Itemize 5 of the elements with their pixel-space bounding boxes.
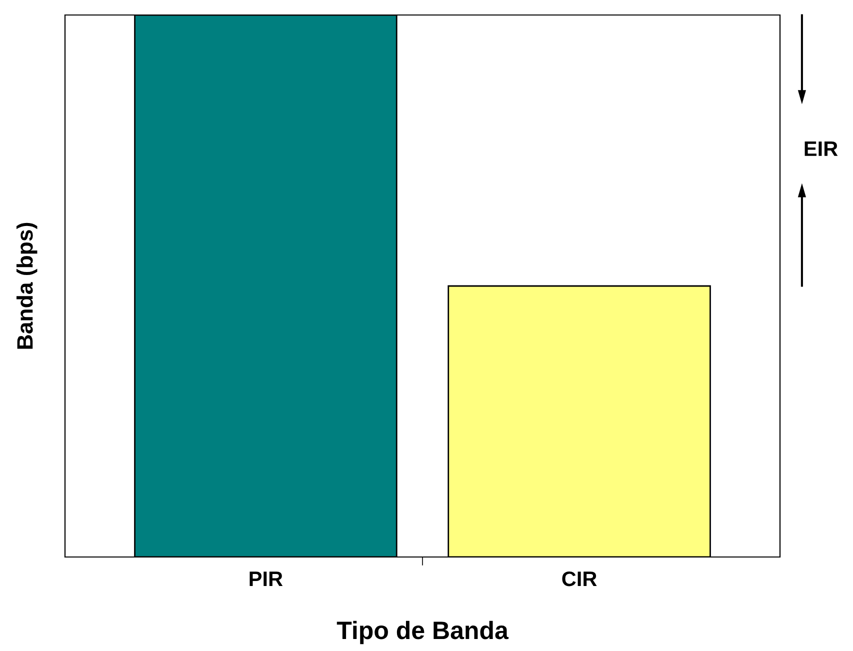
text: EIR bbox=[804, 142, 838, 156]
x-tick-label: PIR bbox=[250, 572, 283, 586]
y-axis-title: Banda (bps) bbox=[16, 222, 38, 349]
x-axis-title: Tipo de Banda bbox=[336, 620, 509, 644]
x-tick-label: CIR bbox=[562, 571, 597, 586]
